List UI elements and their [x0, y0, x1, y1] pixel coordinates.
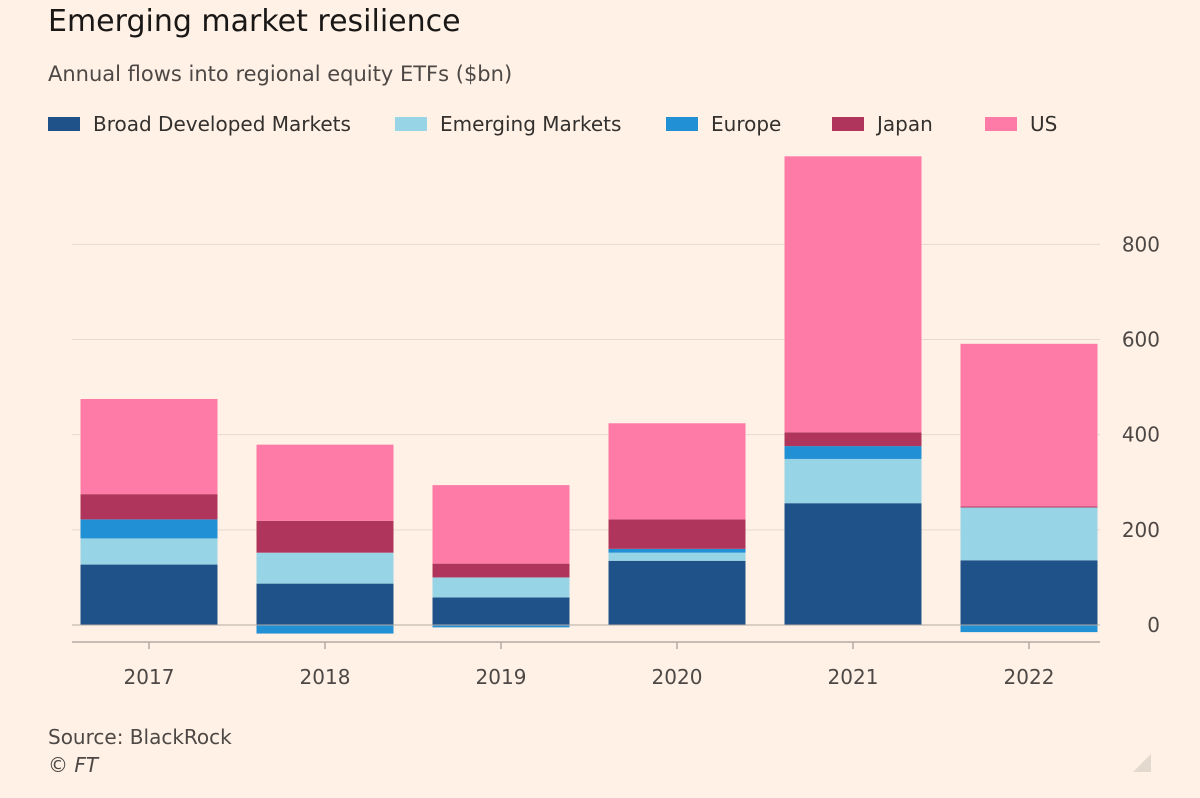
resize-corner-icon[interactable]	[1133, 754, 1151, 772]
bar-2021-japan	[784, 432, 922, 447]
legend-label-europe: Europe	[711, 112, 782, 136]
bar-2019-broad-developed-markets	[432, 597, 570, 625]
legend-swatch-europe	[666, 117, 698, 131]
bar-2019-us	[432, 485, 570, 564]
y-tick-label-0: 0	[1147, 613, 1160, 637]
x-tick-label-2021: 2021	[828, 665, 879, 689]
legend-label-us: US	[1030, 112, 1058, 136]
bar-2018-japan	[256, 520, 394, 553]
bar-2017-europe	[80, 519, 218, 539]
bar-2017-broad-developed-markets	[80, 564, 218, 625]
x-tick-label-2020: 2020	[652, 665, 703, 689]
bar-2022-japan	[960, 506, 1098, 508]
chart-title: Emerging market resilience	[48, 4, 461, 39]
bar-2021-us	[784, 156, 922, 433]
legend-swatch-broad-developed-markets	[48, 117, 80, 131]
bar-2020-us	[608, 423, 746, 520]
bar-2021-emerging-markets	[784, 458, 922, 504]
bar-2019-japan	[432, 563, 570, 578]
bar-2018-emerging-markets	[256, 552, 394, 584]
y-tick-label-600: 600	[1122, 328, 1160, 352]
bar-2018-europe	[256, 625, 394, 634]
x-tick-label-2022: 2022	[1004, 665, 1055, 689]
bar-2020-europe	[608, 548, 746, 553]
y-tick-label-800: 800	[1122, 232, 1160, 256]
chart-subtitle: Annual flows into regional equity ETFs (…	[48, 62, 513, 86]
bar-2020-emerging-markets	[608, 552, 746, 561]
bar-2022-broad-developed-markets	[960, 560, 1098, 625]
bar-2018-broad-developed-markets	[256, 583, 394, 625]
source-note: Source: BlackRock	[48, 725, 232, 749]
legend-label-japan: Japan	[877, 112, 933, 136]
copyright-note: © FT	[48, 753, 99, 777]
legend-swatch-emerging-markets	[395, 117, 427, 131]
legend-swatch-japan	[832, 117, 864, 131]
bar-2018-us	[256, 444, 394, 521]
bar-2019-europe	[432, 625, 570, 628]
y-tick-label-200: 200	[1122, 518, 1160, 542]
bar-2017-japan	[80, 494, 218, 520]
bar-2022-emerging-markets	[960, 507, 1098, 561]
x-tick-label-2018: 2018	[300, 665, 351, 689]
bar-2017-emerging-markets	[80, 538, 218, 565]
x-tick-label-2019: 2019	[476, 665, 527, 689]
bar-2022-europe	[960, 625, 1098, 633]
x-tick-label-2017: 2017	[124, 665, 175, 689]
stacked-bar-chart: 0 200 400 600 800 2017 2018 2019 2020 2021 2022	[72, 156, 1160, 689]
bar-2021-broad-developed-markets	[784, 503, 922, 625]
bar-2022-us	[960, 343, 1098, 507]
legend-swatch-us	[985, 117, 1017, 131]
bar-2017-us	[80, 398, 218, 495]
bar-2020-broad-developed-markets	[608, 560, 746, 625]
y-tick-label-400: 400	[1122, 423, 1160, 447]
bar-2020-japan	[608, 519, 746, 549]
legend-label-emerging-markets: Emerging Markets	[440, 112, 622, 136]
bar-2021-europe	[784, 446, 922, 459]
legend-label-broad-developed-markets: Broad Developed Markets	[93, 112, 351, 136]
bar-2019-emerging-markets	[432, 577, 570, 598]
